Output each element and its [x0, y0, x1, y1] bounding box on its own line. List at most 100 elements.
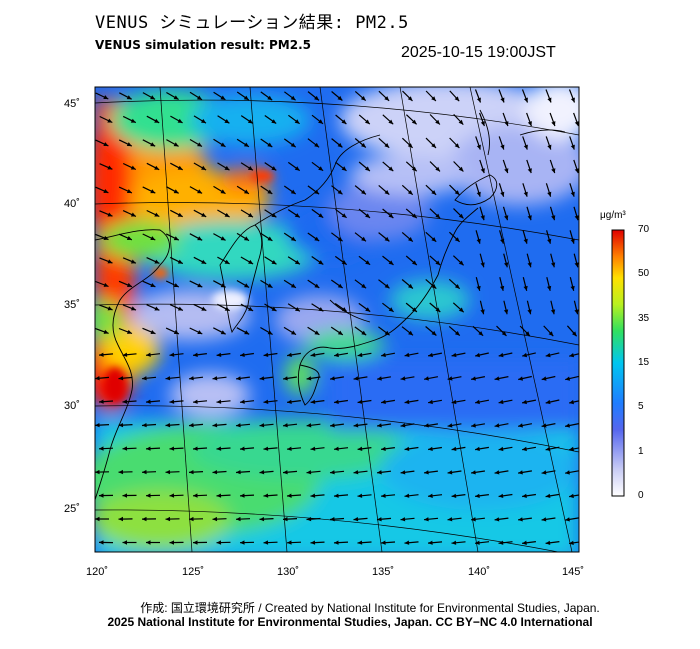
wind-arrow-head [412, 260, 417, 265]
wind-arrow-head [341, 119, 347, 124]
colorbar-tick-70: 70 [638, 224, 650, 235]
wind-arrow-head [216, 540, 222, 545]
wind-arrow-head [476, 144, 481, 150]
wind-arrow-head [99, 446, 104, 451]
wind-arrow-head [471, 517, 476, 522]
wind-arrow-head [220, 283, 226, 288]
wind-arrow-head [330, 470, 335, 475]
wind-arrow-head [361, 283, 367, 289]
wind-arrow-head [107, 118, 113, 123]
wind-arrow-head [224, 259, 230, 264]
wind-arrow-head [173, 330, 179, 334]
wind-arrow-head [267, 142, 273, 147]
wind-arrow-head [290, 189, 296, 194]
wind-arrow-head [357, 399, 363, 404]
wind-arrow-head [99, 493, 104, 498]
wind-arrow-head [337, 189, 343, 195]
wind-arrow-head [95, 516, 100, 522]
wind-arrow-head [236, 470, 241, 475]
wind-arrow-head [240, 493, 245, 498]
wind-arrow-head [541, 376, 547, 381]
wind-arrow-head [122, 493, 127, 498]
wind-arrow-head [428, 493, 433, 498]
wind-arrow-head [404, 352, 410, 358]
wind-arrow-head [574, 215, 579, 221]
wind-arrow-head [271, 166, 277, 171]
wind-arrow-head [545, 353, 551, 358]
wind-arrow-head [494, 423, 500, 428]
wind-arrow-head [504, 262, 509, 268]
wind-arrow-head [523, 238, 528, 244]
wind-arrow-head [267, 189, 273, 194]
wind-arrow-head [522, 493, 527, 498]
wind-arrow-head [451, 493, 457, 498]
lon-label-120: 120˚ [86, 566, 109, 578]
wind-arrow-head [263, 399, 269, 404]
wind-arrow-head [458, 307, 464, 313]
wind-arrow-head [504, 215, 509, 221]
wind-arrow-head [451, 540, 457, 545]
wind-arrow-head [498, 352, 504, 358]
wind-arrow-head [216, 493, 222, 498]
wind-arrow-head [400, 423, 406, 428]
wind-arrow-head [197, 236, 203, 241]
wind-arrow-head [454, 190, 460, 195]
wind-arrow-head [518, 517, 523, 522]
wind-arrow-head [314, 236, 320, 241]
wind-arrow-head [248, 212, 253, 218]
wind-arrow-head [357, 352, 363, 358]
wind-arrow-head [547, 191, 552, 197]
wind-arrow-head [240, 352, 245, 357]
wind-arrow-head [424, 423, 429, 428]
wind-arrow-head [431, 190, 437, 195]
wind-arrow-head [480, 262, 485, 268]
wind-arrow-head [388, 119, 394, 125]
lon-label-145: 145˚ [562, 566, 585, 578]
colorbar [611, 229, 625, 497]
wind-arrow-head [353, 517, 359, 522]
wind-arrow-head [212, 423, 218, 428]
wind-arrow-head [330, 376, 335, 381]
wind-arrow-head [476, 97, 481, 103]
wind-arrow-head [424, 376, 429, 381]
wind-arrow-head [478, 331, 484, 336]
lat-label-25: 25˚ [64, 503, 80, 515]
wind-arrow-head [201, 165, 207, 170]
wind-arrow-head [431, 237, 437, 242]
wind-arrow-head [142, 469, 147, 475]
wind-arrow-head [154, 212, 160, 217]
wind-arrow-head [244, 330, 250, 335]
wind-arrow-head [224, 119, 230, 124]
wind-arrow-head [388, 307, 394, 312]
wind-arrow-head [212, 470, 218, 475]
wind-arrow-head [504, 168, 509, 174]
wind-arrow-head [384, 143, 390, 148]
wind-arrow-head [287, 399, 292, 404]
wind-arrow-head [574, 168, 579, 174]
wind-arrow-head [294, 119, 300, 124]
wind-arrow-head [500, 191, 505, 197]
wind-arrow-head [341, 260, 347, 265]
wind-arrow-head [381, 399, 386, 404]
wind-arrow-head [216, 399, 222, 404]
wind-arrow-head [337, 142, 343, 148]
wind-arrow-head [236, 376, 241, 381]
wind-arrow-head [330, 423, 335, 428]
wind-arrow-head [169, 493, 175, 498]
wind-arrow-head [471, 470, 476, 475]
wind-arrow-head [169, 540, 174, 545]
wind-arrow-head [404, 493, 410, 498]
wind-arrow-head [412, 307, 417, 312]
wind-arrow-head [193, 493, 198, 498]
wind-arrow-head [165, 470, 171, 475]
wind-arrow-head [146, 493, 151, 498]
wind-arrow-head [334, 446, 339, 451]
wind-arrow-head [99, 540, 104, 545]
wind-arrow-head [400, 470, 406, 475]
wind-arrow-head [177, 118, 183, 123]
wind-arrow-head [146, 540, 151, 545]
colorbar-tick-50: 50 [638, 268, 650, 279]
wind-arrow-head [287, 446, 292, 451]
wind-arrow-head [295, 307, 300, 312]
